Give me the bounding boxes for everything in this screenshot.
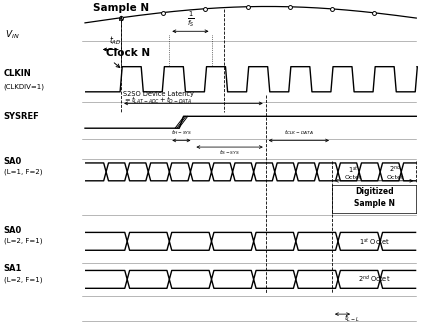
Text: $t_{H-SYS}$: $t_{H-SYS}$ — [171, 128, 192, 137]
Text: $2^{nd}$: $2^{nd}$ — [389, 164, 401, 175]
Text: $\frac{1}{f_S}$: $\frac{1}{f_S}$ — [187, 10, 194, 29]
Text: $t_{S-SYS}$: $t_{S-SYS}$ — [219, 148, 240, 157]
Text: Digitized
Sample N: Digitized Sample N — [354, 187, 395, 207]
Text: $V_{IN}$: $V_{IN}$ — [5, 28, 20, 41]
Text: Octet: Octet — [344, 175, 362, 180]
Text: SA0: SA0 — [4, 226, 22, 235]
Text: $1^{st}$ Octet: $1^{st}$ Octet — [359, 236, 390, 247]
Text: $t_{CLK-DATA}$: $t_{CLK-DATA}$ — [284, 128, 314, 137]
Text: (CLKDIV=1): (CLKDIV=1) — [4, 83, 45, 90]
Text: SA1: SA1 — [4, 264, 22, 273]
Text: Sample N: Sample N — [93, 3, 149, 13]
Text: $t_{L-L}$: $t_{L-L}$ — [343, 313, 360, 324]
Text: (L=1, F=2): (L=1, F=2) — [4, 168, 42, 175]
Text: (L=2, F=1): (L=2, F=1) — [4, 238, 42, 244]
Text: SA0: SA0 — [4, 157, 22, 166]
Text: S2SO Device Latency: S2SO Device Latency — [123, 91, 194, 97]
Text: $1^{st}$: $1^{st}$ — [348, 164, 358, 175]
Text: CLKIN: CLKIN — [4, 69, 31, 78]
Text: Octet: Octet — [387, 175, 404, 180]
Text: $2^{nd}$ Octet: $2^{nd}$ Octet — [358, 274, 390, 285]
Text: SYSREF: SYSREF — [4, 112, 39, 121]
Text: Clock N: Clock N — [106, 48, 150, 58]
Text: $= t_{LAT-ADC} + t_{D-DATA}$: $= t_{LAT-ADC} + t_{D-DATA}$ — [123, 95, 192, 106]
Text: (L=2, F=1): (L=2, F=1) — [4, 276, 42, 282]
Text: $t_{AD}$: $t_{AD}$ — [109, 35, 121, 47]
